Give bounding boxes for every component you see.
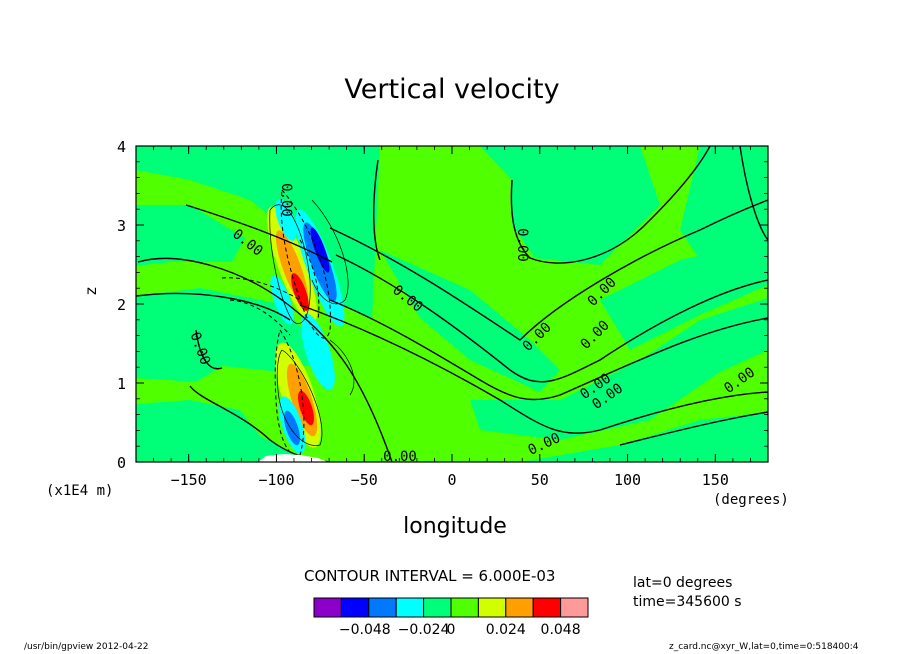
contour-label: 0.00: [514, 228, 530, 262]
contour-line: [619, 411, 768, 446]
contour-line: [195, 329, 223, 370]
anomaly-cell: [291, 273, 309, 311]
colorbar-swatch: [423, 597, 452, 618]
footer-right: z_card.nc@xyr_W,lat=0,time=0:518400:4: [669, 642, 859, 652]
colorbar-swatch: [395, 597, 425, 618]
contour-line-negative: [280, 189, 331, 339]
x-tick-label: 100: [614, 471, 641, 489]
y-axis-label: z: [82, 287, 100, 295]
anomaly-cell: [301, 313, 335, 391]
x-tick-label: 0: [447, 471, 456, 489]
contour-line: [185, 204, 333, 263]
lat-annotation: lat=0 degrees: [633, 575, 733, 591]
contour-line: [329, 199, 768, 341]
colorbar-swatch: [560, 597, 589, 618]
anomaly-cell: [275, 199, 297, 241]
y-tick-label: 4: [117, 138, 126, 156]
field-layer: 0.000.000.000.00 0.000.000.000.00 0.000.00…: [136, 146, 768, 465]
contour-line: [329, 299, 768, 401]
contour-line-negative: [274, 329, 305, 457]
contour-line: [739, 146, 768, 241]
colorbar-swatch: [450, 597, 479, 618]
x-tick-label: −100: [258, 471, 294, 489]
x-tick-label: −50: [351, 471, 378, 489]
y-tick-label: 3: [117, 217, 126, 235]
x-axis-label: longitude: [403, 514, 507, 539]
topography: [258, 454, 328, 462]
colorbar-tick-label: 0: [447, 622, 456, 638]
contour-line-thin: [276, 349, 323, 446]
zero-region: [480, 146, 660, 265]
zero-region: [380, 250, 560, 392]
colorbar-tick-label: 0.024: [486, 622, 526, 638]
footer-left: /usr/bin/gpview 2012-04-22: [24, 642, 149, 652]
y-tick-label: 1: [117, 375, 126, 393]
x-tick-label: −150: [171, 471, 207, 489]
contour-line: [299, 304, 768, 434]
colorbar-swatch: [313, 597, 342, 618]
x-axis-units: (degrees): [713, 492, 789, 508]
contour-line-negative: [221, 277, 301, 301]
colorbar-tick-label: 0.048: [541, 622, 581, 638]
chart-title: Vertical velocity: [344, 74, 560, 105]
y-tick-label: 0: [117, 454, 126, 472]
x-tick-label: 150: [702, 471, 729, 489]
time-annotation: time=345600 s: [633, 594, 742, 610]
colorbar-swatch: [368, 597, 397, 618]
x-tick-label: 50: [531, 471, 549, 489]
contour-line: [335, 254, 768, 383]
contour-line-negative: [229, 299, 291, 336]
contour-line: [373, 159, 381, 261]
zero-region: [470, 298, 768, 440]
colorbar-tick-label: −0.048: [339, 622, 391, 638]
y-axis-units: (x1E4 m): [46, 483, 114, 499]
colorbar-tick-label: −0.024: [398, 622, 450, 638]
contour-line-negative: [299, 239, 320, 321]
colorbar-swatch: [505, 597, 534, 618]
zero-region: [136, 205, 245, 266]
y-tick-label: 2: [117, 296, 126, 314]
anomaly-cell: [310, 227, 330, 273]
contour-line: [137, 257, 393, 462]
zero-region: [136, 400, 330, 462]
contour-line-thin: [329, 339, 355, 396]
contour-line-thin: [311, 199, 349, 305]
colorbar-swatch: [477, 597, 507, 618]
contour-interval: CONTOUR INTERVAL = 6.000E-03: [304, 567, 556, 585]
contour-line-thin: [269, 204, 311, 324]
contour-label: 0.00: [383, 449, 417, 465]
contour-line: [136, 292, 291, 321]
anomaly-cell: [284, 410, 300, 446]
contour-label: 0.00: [278, 183, 294, 217]
colorbar-swatch: [532, 597, 562, 618]
zero-region: [600, 240, 768, 350]
contour-line: [510, 146, 711, 264]
colorbar-swatch: [340, 597, 370, 618]
